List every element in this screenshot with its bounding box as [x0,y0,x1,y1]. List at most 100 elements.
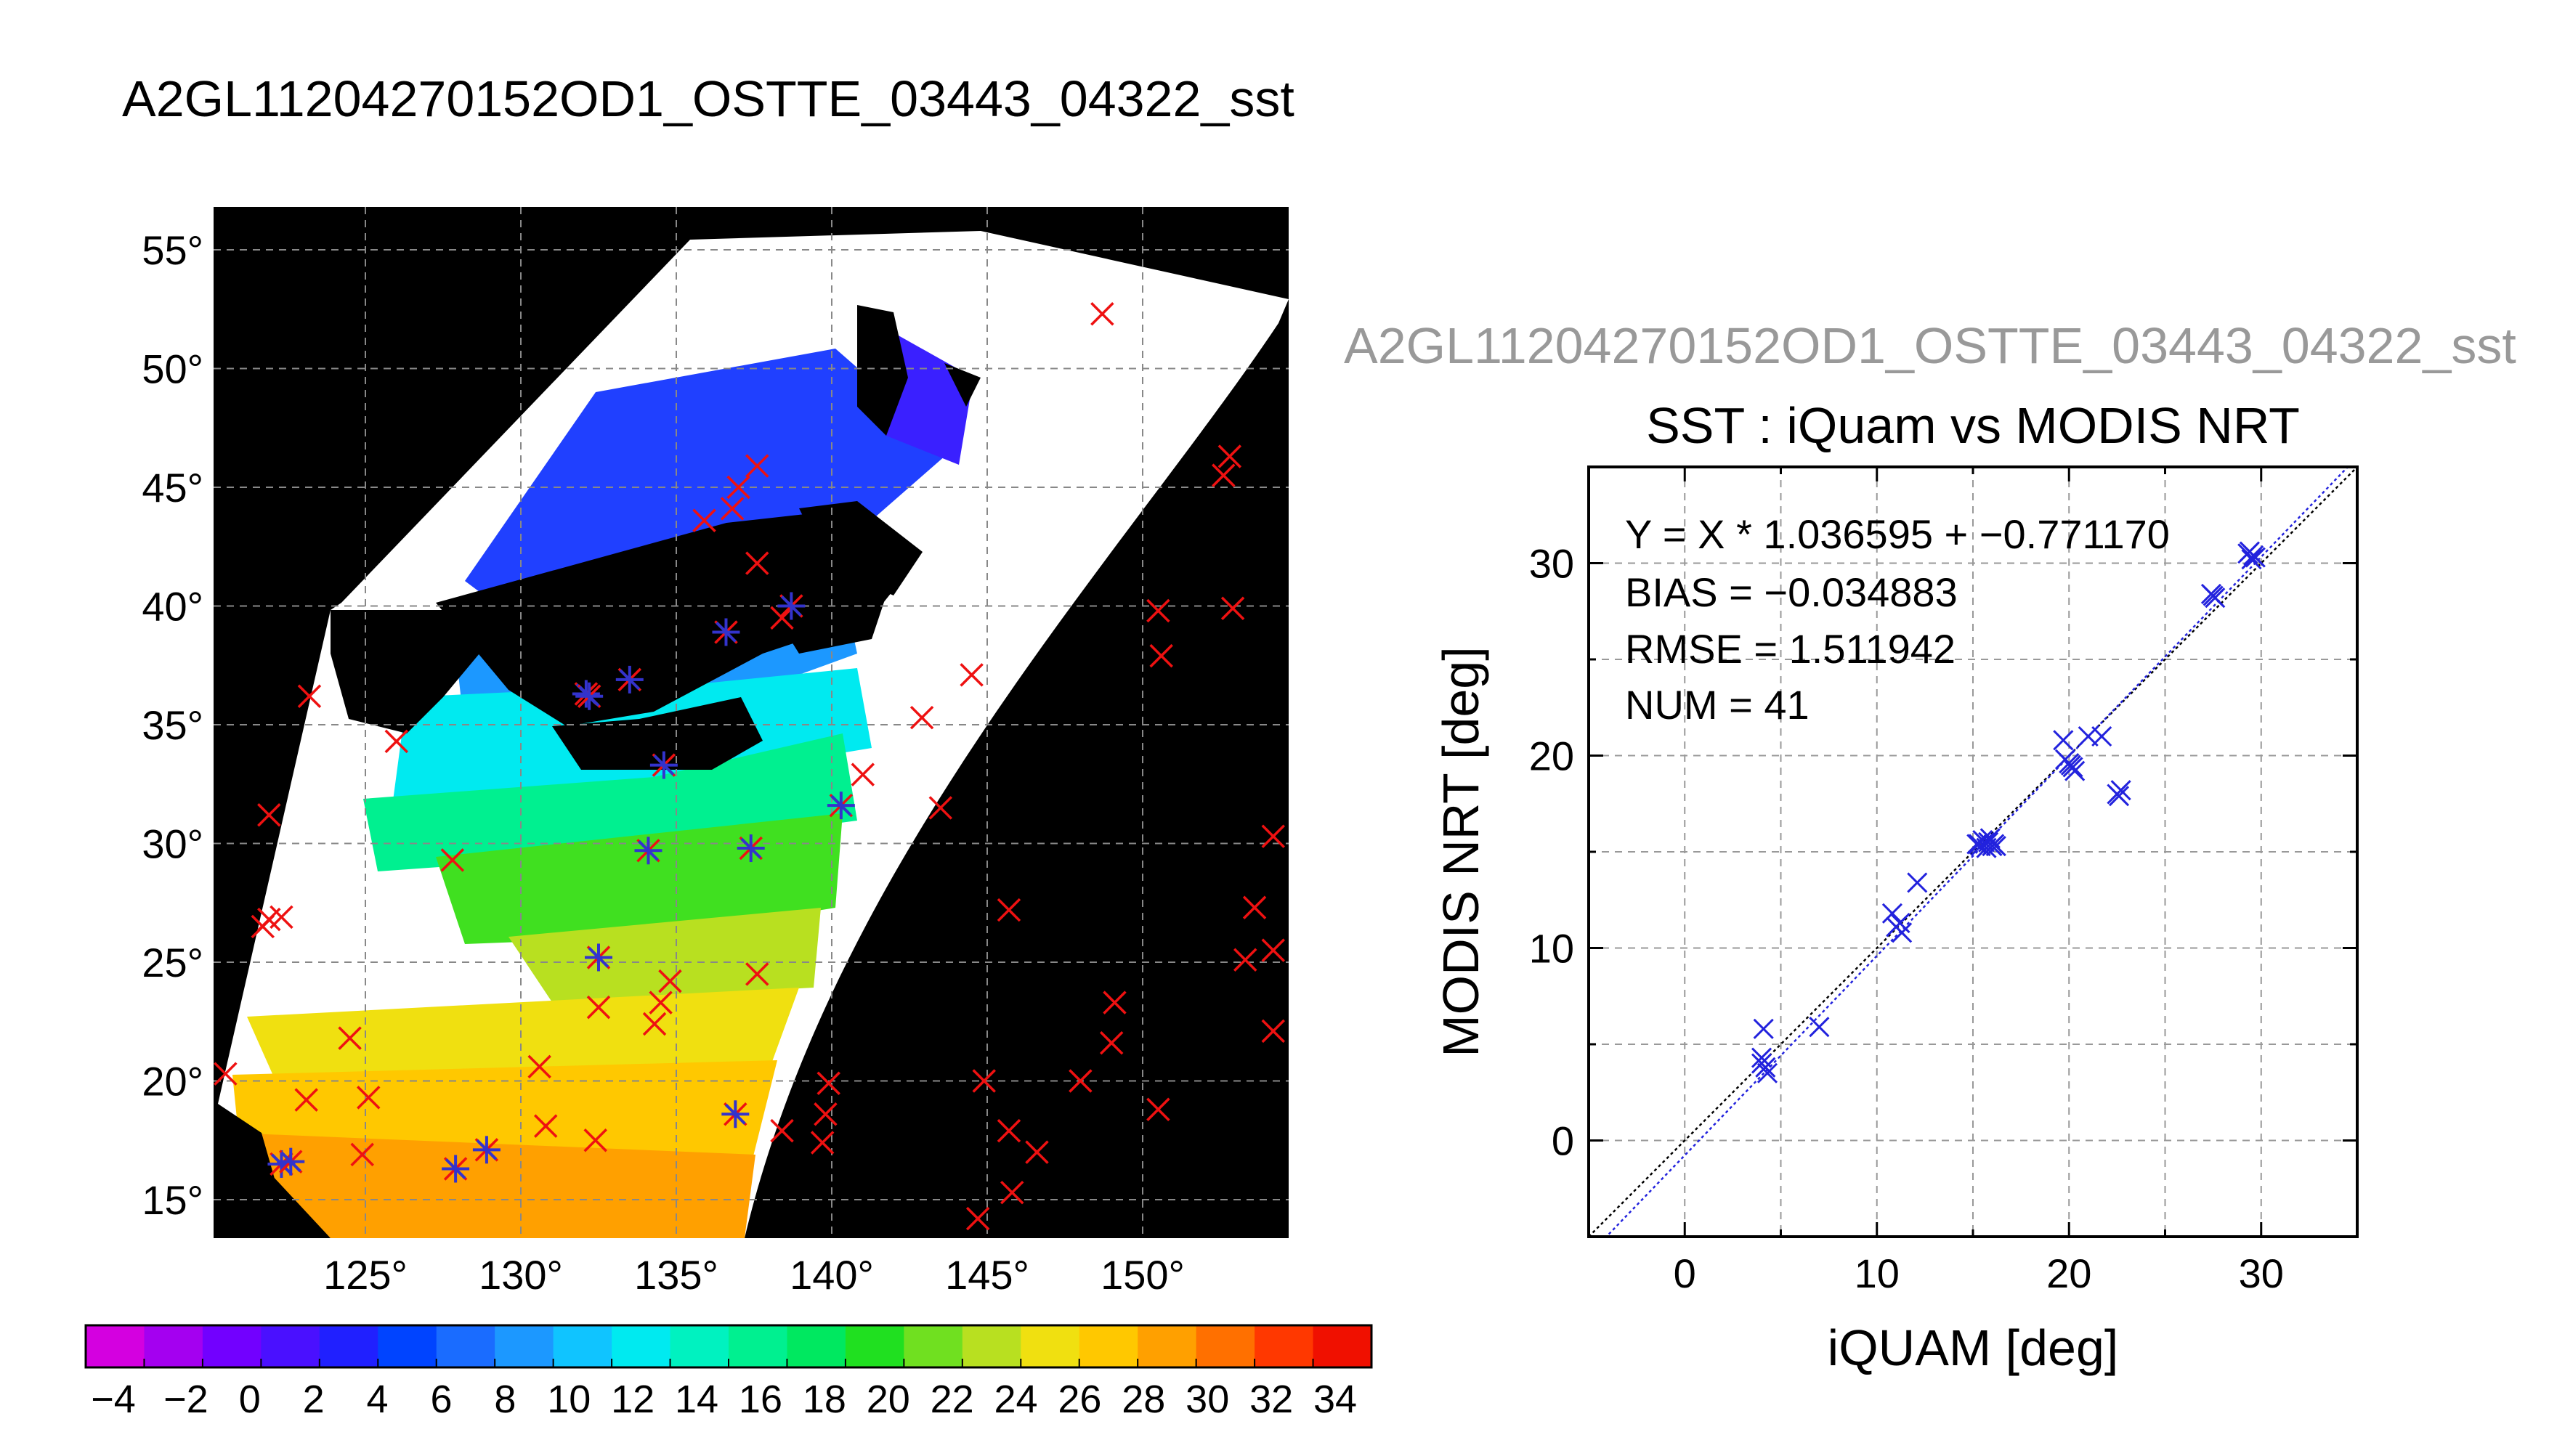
scatter-point [1753,1018,1774,1039]
sst-field-6 [508,908,821,1002]
unmatched-buoy-marker-stroke [745,551,769,575]
sst-field-7 [247,988,799,1082]
colorbar-segment [495,1325,554,1367]
latitude-tick-label: 20° [142,1059,203,1105]
unmatched-buoy-marker-stroke [649,991,673,1014]
colorbar-segment [904,1325,963,1367]
land-mass-0 [331,610,479,733]
latitude-tick-label: 25° [142,940,203,985]
sst-colorbar: −4 −2 0 2 4 6 8 10 12 14 16 18 20 22 24 26 28 30 32 34 [84,1324,1373,1421]
unmatched-buoy-marker-stroke [770,1118,794,1143]
land-mass-5 [944,363,981,407]
latitude-tick-label: 30° [142,821,203,867]
scatter-point-stroke [2091,725,2112,747]
scatter-point-stroke [1979,828,2001,849]
unmatched-buoy-marker [997,898,1021,922]
latitude-tick-label: 50° [142,346,203,392]
colorbar-tick-label: 4 [367,1378,389,1421]
scatter-point-stroke [1907,872,1928,893]
unmatched-buoy-marker [1103,991,1127,1014]
buoy-markers [214,302,1285,1231]
matched-buoy-marker [634,837,662,865]
unmatched-buoy-marker [1261,938,1285,962]
x-tick-label: 20 [2046,1250,2091,1296]
longitude-tick-label: 130° [479,1252,563,1298]
scatter-point [1985,835,2006,857]
colorbar-segment [1313,1325,1372,1367]
unmatched-buoy-marker [720,497,745,521]
unmatched-buoy-marker [1242,895,1267,920]
scatter-point [1756,1062,1778,1083]
colorbar-segment [1255,1325,1314,1367]
sst-map: 55° 50° 45° 40° 35° 30° 25° 20° 15° 125° 130° 135°… [142,207,1289,1298]
unmatched-buoy-marker-stroke [965,1206,990,1231]
unmatched-buoy-marker [810,1131,835,1155]
scatter-point-stroke [1881,903,1902,924]
colorbar-tick-label: 18 [803,1378,846,1421]
scatter-point-stroke [1966,834,1987,855]
unmatched-buoy-marker [1146,598,1170,623]
unmatched-buoy-marker [1233,948,1257,972]
scatter-point [2054,749,2076,770]
colorbar-segment [1196,1325,1255,1367]
unmatched-buoy-marker-stroke [692,508,716,533]
matched-buoy-marker-stroke [653,755,675,776]
unmatched-buoy-marker-stroke [720,497,745,521]
matched-buoy-marker-stroke [588,947,609,968]
y-tick-label: 10 [1529,926,1574,972]
unmatched-buoy-marker [642,1012,667,1036]
sst-field-9 [232,1133,755,1238]
colorbar-segment [86,1325,145,1367]
colorbar-tick-label: 22 [931,1378,974,1421]
sst-field-4 [363,733,857,871]
scatter-point-stroke [1889,912,1910,934]
unmatched-buoy-marker [270,905,293,930]
unmatched-buoy-marker-stroke [527,1054,551,1079]
stats-fit-text: Y = X * 1.036595 + −0.771170 [1625,511,2170,557]
scatter-point-stroke [2245,547,2266,568]
unmatched-buoy-marker [928,796,953,820]
scatter-point [2245,547,2266,568]
unmatched-buoy-marker-stroke [1146,1097,1170,1121]
scatter-plot-area [1589,467,2357,1237]
longitude-labels: 125° 130° 135° 140° 145° 150° [323,1252,1185,1298]
unmatched-buoy-marker-stroke [270,905,293,930]
land-mass-3 [552,697,763,770]
longitude-tick-label: 145° [945,1252,1029,1298]
matched-buoy-marker [615,665,644,694]
scatter-point-stroke [2202,585,2224,606]
unmatched-buoy-marker [770,1118,794,1143]
unmatched-buoy-marker [726,475,750,500]
colorbar-segment [612,1325,671,1367]
unmatched-buoy-marker [745,551,769,575]
unmatched-buoy-marker [1099,1030,1124,1055]
figure-title: A2GL11204270152OD1_OSTTE_03443_04322_sst [122,70,1294,127]
colorbar-tick-label: −2 [163,1378,208,1421]
unmatched-buoy-marker-stroke [745,962,769,986]
unmatched-buoy-marker [909,705,934,730]
unmatched-buoy-marker-stroke [214,1062,238,1086]
matched-buoy-marker-stroke [280,1151,301,1173]
unmatched-buoy-marker-stroke [972,1069,996,1093]
sst-field-8 [232,1060,777,1162]
unmatched-buoy-marker-stroke [1099,1030,1124,1055]
matched-buoy-marker-stroke [716,622,737,643]
unmatched-buoy-marker [294,1088,318,1112]
y-tick-label: 0 [1552,1118,1574,1164]
scatter-point-stroke [1974,831,1995,853]
x-tick-label: 30 [2239,1250,2284,1296]
unmatched-buoy-marker [692,508,716,533]
unmatched-buoy-marker-stroke [1000,1180,1024,1205]
unmatched-buoy-marker [770,606,794,630]
unmatched-buoy-marker-stroke [1217,444,1242,468]
scatter-point [1966,834,1987,855]
x-tick-label: 10 [1855,1250,1900,1296]
matched-buoy-marker [827,792,855,820]
latitude-tick-label: 55° [142,227,203,273]
unmatched-buoy-marker-stroke [251,914,275,939]
unmatched-buoy-marker [257,803,281,827]
unmatched-buoy-marker-stroke [816,1071,840,1096]
regression-fit-line [1605,467,2349,1237]
unmatched-buoy-marker-stroke [586,995,611,1020]
